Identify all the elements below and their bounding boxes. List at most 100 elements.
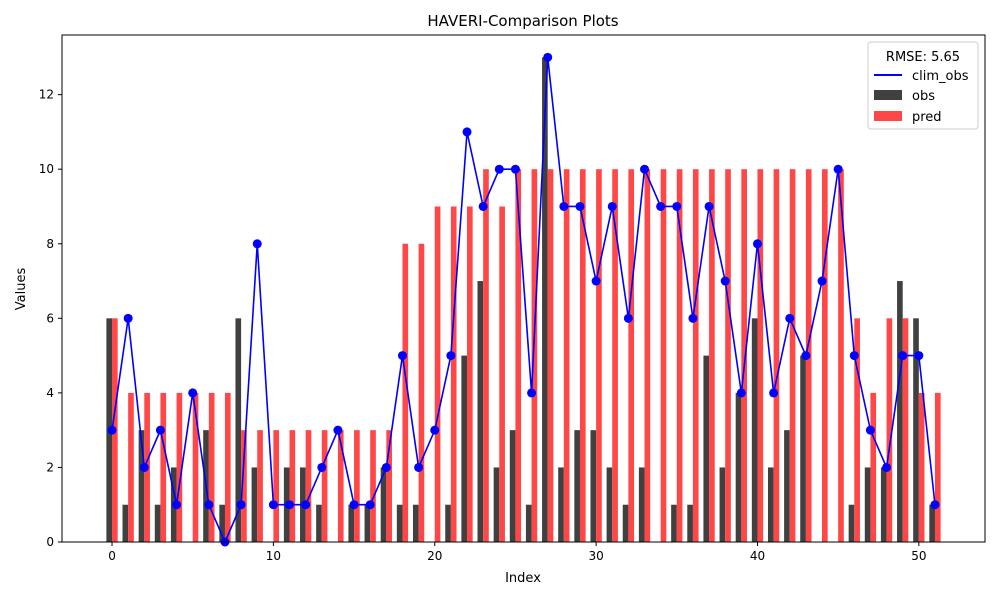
y-tick-label: 12 [39, 88, 54, 102]
y-tick-label: 10 [39, 162, 54, 176]
obs-bar [154, 504, 161, 542]
pred-bar [208, 392, 215, 542]
pred-bar [854, 318, 860, 542]
legend-title: RMSE: 5.65 [886, 50, 960, 65]
obs-bar [848, 504, 855, 542]
pred-bar [934, 392, 941, 542]
clim-obs-point [172, 500, 182, 510]
legend-swatch-pred [874, 111, 902, 121]
obs-bar [412, 504, 419, 542]
pred-bar [128, 392, 134, 542]
pred-bar [257, 430, 263, 542]
obs-bar [719, 467, 726, 542]
obs-bar [638, 467, 645, 542]
obs-bar [622, 504, 629, 542]
x-tick-label: 20 [427, 549, 442, 563]
clim-obs-point [494, 164, 504, 174]
obs-bar [751, 318, 758, 542]
pred-bar [450, 206, 457, 542]
clim-obs-point [204, 500, 214, 510]
obs-bar [606, 467, 613, 542]
pred-bar [386, 430, 392, 542]
obs-bar [929, 504, 935, 542]
obs-bar [461, 355, 468, 542]
clim-obs-point [623, 313, 633, 323]
pred-bar [241, 430, 247, 542]
pred-bar [418, 243, 425, 542]
clim-obs-point [236, 500, 246, 510]
x-axis-label: Index [505, 571, 541, 586]
pred-bar [547, 169, 554, 543]
clim-obs-point [640, 164, 650, 174]
pred-bar [176, 392, 183, 542]
pred-bar [483, 169, 489, 543]
clim-obs-point [510, 164, 520, 174]
pred-bar [838, 169, 844, 543]
pred-bar [660, 169, 667, 543]
legend-label-obs: obs [912, 89, 935, 104]
pred-bar [773, 169, 780, 543]
obs-bar [316, 504, 322, 542]
clim-obs-point [381, 462, 391, 472]
legend-label-clim-obs: clim_obs [912, 69, 969, 84]
clim-obs-point [268, 500, 278, 510]
clim-obs-point [930, 500, 940, 510]
obs-bar [800, 355, 806, 542]
obs-bar [671, 504, 677, 542]
obs-bar [864, 467, 871, 542]
clim-obs-point [543, 52, 553, 62]
clim-obs-point [672, 201, 682, 211]
obs-bar [509, 430, 516, 542]
axes-layer: 0 10 20 30 40 50 0 2 4 6 8 10 12 [39, 88, 927, 563]
x-tick-label: 0 [108, 549, 116, 563]
pred-bar [579, 169, 586, 543]
obs-bar [138, 430, 145, 542]
pred-bar [870, 392, 877, 542]
obs-bar [348, 504, 355, 542]
clim-obs-point [333, 425, 343, 435]
pred-bar [886, 318, 893, 542]
y-tick-label: 6 [46, 311, 54, 325]
obs-bar [235, 318, 242, 542]
clim-obs-point [898, 351, 908, 361]
obs-bar [364, 504, 371, 542]
clim-obs-point [914, 351, 924, 361]
pred-bar [918, 392, 925, 542]
y-tick-label: 0 [46, 535, 54, 549]
pred-bar [741, 169, 747, 543]
pred-bar [692, 169, 699, 543]
y-axis-label: Values [14, 268, 29, 311]
clim-obs-point [188, 388, 198, 398]
pred-bar [709, 169, 715, 543]
clim-obs-line [111, 57, 936, 545]
obs-bar [558, 467, 564, 542]
clim-obs-point [317, 462, 327, 472]
legend: RMSE: 5.65 clim_obs obs pred [867, 41, 979, 130]
clim-obs-point [865, 425, 875, 435]
pred-bar [337, 430, 344, 542]
legend-box [867, 41, 979, 130]
pred-bar [628, 169, 635, 543]
chart-title: HAVERI-Comparison Plots [427, 12, 618, 30]
pred-bar [644, 169, 651, 543]
pred-bar [499, 206, 505, 542]
obs-bar [251, 467, 258, 542]
obs-bar [590, 430, 597, 542]
clim-obs-point [575, 201, 585, 211]
clim-obs-point [688, 313, 698, 323]
x-tick-label: 10 [266, 549, 281, 563]
obs-bar [525, 504, 532, 542]
pred-bar [612, 169, 618, 543]
clim-obs-point [285, 500, 295, 510]
pred-bar [321, 430, 328, 542]
clim-obs-point [559, 201, 569, 211]
clim-obs-point [462, 127, 472, 137]
pred-bar [531, 169, 538, 543]
pred-bar [370, 430, 376, 542]
obs-bar [897, 281, 903, 542]
line-layer [107, 52, 940, 547]
clim-obs-point [720, 276, 730, 286]
clim-obs-point [752, 239, 762, 249]
clim-obs-point [301, 500, 311, 510]
